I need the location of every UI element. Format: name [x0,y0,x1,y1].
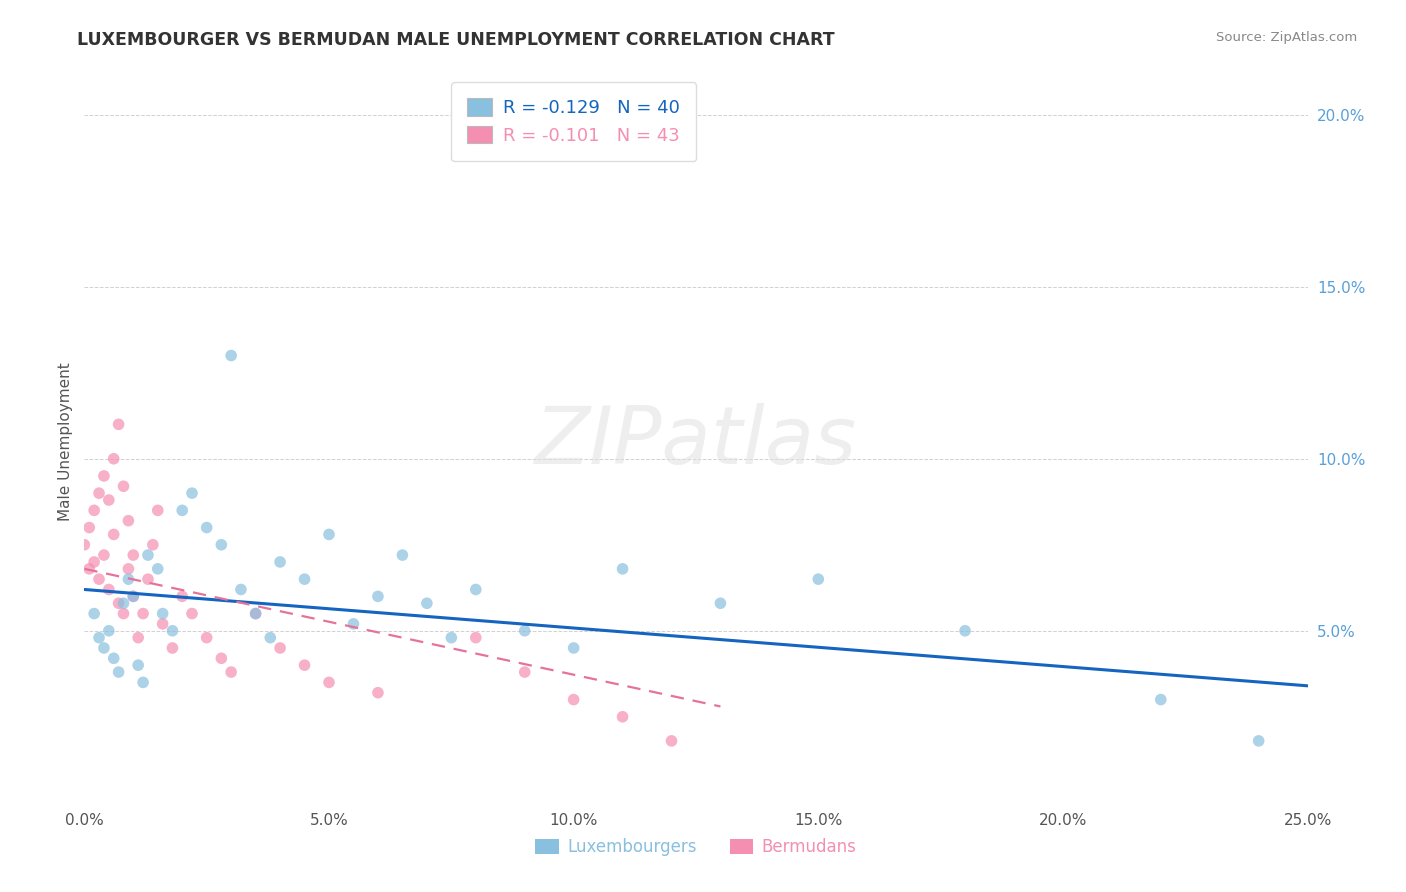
Point [107,665,129,679]
Point [209,651,232,665]
Text: Source: ZipAtlas.com: Source: ZipAtlas.com [1216,31,1357,45]
Point [709,596,731,610]
Point [83,607,105,621]
Point [136,572,159,586]
Point [152,616,174,631]
Point [77,520,100,534]
Point [117,572,139,586]
Point [87,631,110,645]
Point [142,538,165,552]
Point [93,469,115,483]
Text: ZIPatlas: ZIPatlas [534,402,858,481]
Point [122,590,145,604]
Point [83,503,105,517]
Point [146,503,169,517]
Point [93,548,115,562]
Point [1150,692,1173,706]
Point [219,349,242,363]
Point [122,548,145,562]
Point [294,658,316,673]
Point [107,596,129,610]
Point [464,582,486,597]
Point [181,486,204,500]
Point [107,417,129,432]
Point [77,562,100,576]
Point [195,520,218,534]
Point [229,582,252,597]
Point [73,538,96,552]
Point [440,631,463,645]
Point [93,640,115,655]
Point [661,734,683,748]
Point [117,514,139,528]
Point [103,451,125,466]
Point [318,527,340,541]
Point [318,675,340,690]
Point [103,651,125,665]
Point [127,631,149,645]
Point [562,692,585,706]
Point [112,607,135,621]
Point [87,486,110,500]
Point [103,527,125,541]
Point [146,562,169,576]
Point [513,624,536,638]
Point [97,493,120,508]
Point [342,616,364,631]
Point [562,640,585,655]
Point [513,665,536,679]
Legend: Luxembourgers, Bermudans: Luxembourgers, Bermudans [529,831,863,863]
Y-axis label: Male Unemployment: Male Unemployment [58,362,73,521]
Point [612,710,634,724]
Point [172,503,194,517]
Point [391,548,413,562]
Point [367,686,389,700]
Point [807,572,830,586]
Point [416,596,439,610]
Point [112,596,135,610]
Point [1247,734,1270,748]
Point [245,607,267,621]
Point [83,555,105,569]
Point [97,582,120,597]
Point [269,555,291,569]
Point [181,607,204,621]
Point [464,631,486,645]
Point [136,548,159,562]
Point [367,590,389,604]
Point [294,572,316,586]
Point [97,624,120,638]
Point [259,631,281,645]
Point [162,640,184,655]
Point [117,562,139,576]
Point [209,538,232,552]
Point [172,590,194,604]
Text: LUXEMBOURGER VS BERMUDAN MALE UNEMPLOYMENT CORRELATION CHART: LUXEMBOURGER VS BERMUDAN MALE UNEMPLOYME… [77,31,835,49]
Point [612,562,634,576]
Point [152,607,174,621]
Point [132,607,155,621]
Point [87,572,110,586]
Point [162,624,184,638]
Point [132,675,155,690]
Point [195,631,218,645]
Point [219,665,242,679]
Point [122,590,145,604]
Point [245,607,267,621]
Point [112,479,135,493]
Point [127,658,149,673]
Point [953,624,976,638]
Point [269,640,291,655]
